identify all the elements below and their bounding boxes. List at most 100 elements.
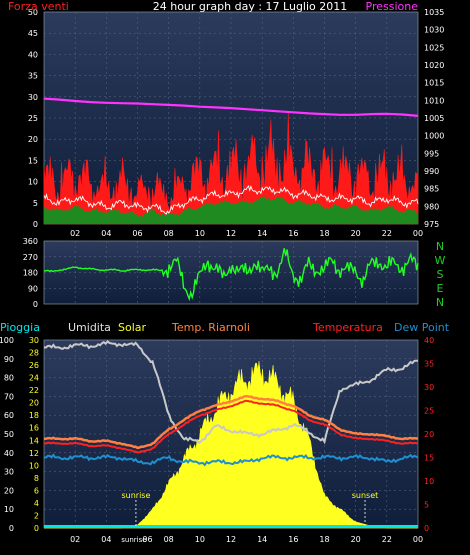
solar-tick-label: 22 [29,386,39,395]
compass-label: N [436,240,444,253]
temp-humidity-solar-chart: Pioggia Umidita Solar Temp. Riarnoli Tem… [0,321,450,544]
pressure-tick-label: 1020 [424,61,444,70]
wind-tick-label: 50 [28,8,38,17]
wind-axis-label: Forza venti [8,0,69,13]
x-tick-label: 22 [382,229,392,238]
pressure-axis-label: Pressione [366,0,419,13]
direction-plot-series [43,248,419,302]
humidity-tick-label: 50 [4,430,14,439]
legend-temperature: Temperatura [312,321,383,334]
direction-tick-label: 180 [23,269,38,278]
humidity-tick-label: 30 [4,468,14,477]
compass-label: W [435,254,446,267]
chart-legend: Pioggia Umidita Solar Temp. Riarnoli Tem… [0,321,450,334]
x-tick-label: 04 [101,535,111,544]
x-tick-label: 04 [101,229,111,238]
temperature-tick-label: 20 [424,430,434,439]
temperature-tick-label: 10 [424,477,434,486]
humidity-tick-label: 100 [0,336,14,345]
solar-tick-label: 30 [29,336,39,345]
x-tick-label: 14 [257,229,267,238]
solar-tick-label: 4 [34,499,39,508]
x-tick-label: 10 [195,229,205,238]
dew-point-series [44,453,419,467]
temperature-tick-label: 5 [424,501,429,510]
pressure-tick-label: 1000 [424,132,444,141]
temperature-tick-label: 35 [424,360,434,369]
x-tick-label: sunrise [121,536,146,544]
pressure-tick-label: 995 [424,149,439,158]
x-tick-label: 22 [382,535,392,544]
sun-marker-label: sunset [352,491,379,500]
wind-tick-label: 40 [28,50,38,59]
x-tick-label: 02 [70,535,80,544]
x-tick-label: 18 [319,229,329,238]
x-tick-label: 12 [226,229,236,238]
wind-plot-series [43,97,419,225]
solar-tick-label: 10 [29,461,39,470]
wind-tick-label: 30 [28,93,38,102]
compass-label: S [437,268,444,281]
direction-tick-label: 270 [23,253,38,262]
heat-temp-series [44,394,419,450]
solar-tick-label: 28 [29,349,39,358]
humidity-tick-label: 80 [4,374,14,383]
wind-tick-label: 5 [33,199,38,208]
pressure-tick-label: 975 [424,220,439,229]
legend-dew-point: Dew Point [394,321,450,334]
chart-title: 24 hour graph day : 17 Luglio 2011 [153,0,348,13]
pressure-right-tick-labels: 975 980 985 990 995 1000 1005 1010 1015 1020 1025 1… [424,8,444,229]
humidity-tick-label: 20 [4,486,14,495]
x-tick-label: 18 [319,535,329,544]
x-tick-label: 06 [132,229,142,238]
humidity-tick-label: 10 [4,505,14,514]
solar-tick-label: 14 [29,436,39,445]
solar-tick-label: 20 [29,399,39,408]
x-tick-label: 16 [288,229,298,238]
pressure-tick-label: 1030 [424,26,444,35]
humidity-tick-label: 90 [4,355,14,364]
compass-label: N [436,296,444,309]
temperature-tick-label: 25 [424,407,434,416]
x-tick-label: 06 [142,535,152,544]
x-tick-label: 02 [70,229,80,238]
wind-tick-label: 20 [28,135,38,144]
pressure-tick-label: 1035 [424,8,444,17]
wind-tick-label: 45 [28,29,38,38]
temperature-tick-label: 30 [424,383,434,392]
wind-left-tick-labels: 0 5 10 15 20 25 30 35 40 45 50 [28,8,38,229]
wind-tick-label: 0 [33,220,38,229]
sun-annotations: sunrise sunset [121,491,378,528]
temperature-series [44,399,419,454]
x-tick-label: 00 [413,229,423,238]
direction-left-tick-labels: 0 90 180 270 360 [23,237,38,309]
humidity-left-tick-labels: 0 10 20 30 40 50 60 70 80 90 100 [0,336,14,533]
x-tick-label: 10 [195,535,205,544]
pressure-tick-label: 985 [424,185,439,194]
solar-tick-label: 24 [29,374,39,383]
legend-solar: Solar [118,321,147,334]
temperature-right-tick-labels: 0 5 10 15 20 25 30 35 40 [424,336,434,533]
humidity-tick-label: 70 [4,392,14,401]
legend-rain: Pioggia [0,321,40,334]
pressure-tick-label: 1010 [424,96,444,105]
wind-tick-label: 15 [28,156,38,165]
solar-tick-label: 26 [29,361,39,370]
legend-heat-temp: Temp. Riarnoli [171,321,250,334]
solar-tick-label: 6 [34,486,39,495]
wind-direction-series [43,248,419,302]
direction-tick-label: 360 [23,237,38,246]
direction-tick-label: 0 [33,300,38,309]
solar-tick-label: 12 [29,449,39,458]
compass-label: E [437,282,444,295]
wind-gust-series [43,185,419,215]
wind-tick-label: 25 [28,114,38,123]
direction-plot-gridlines [44,240,419,305]
temperature-tick-label: 40 [424,336,434,345]
humidity-tick-label: 40 [4,449,14,458]
